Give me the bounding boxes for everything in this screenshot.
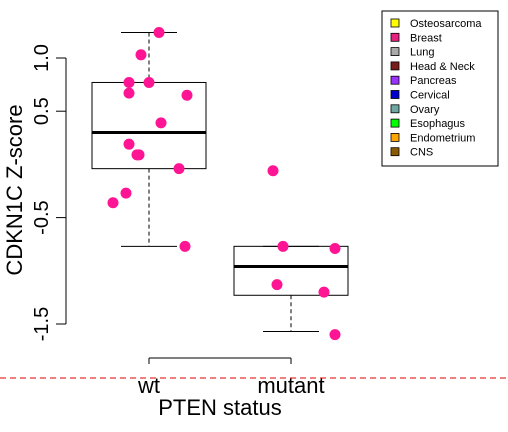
box xyxy=(233,245,349,296)
legend-label: Pancreas xyxy=(410,75,457,87)
y-axis: -1.5 -0.5 0.5 1.0 xyxy=(31,44,67,341)
y-tick-label: 0.5 xyxy=(31,97,53,125)
x-axis-label: PTEN status xyxy=(158,395,281,420)
data-point xyxy=(155,117,167,129)
data-point xyxy=(181,89,193,101)
data-point xyxy=(153,26,165,38)
points xyxy=(107,26,341,341)
data-point xyxy=(123,76,135,88)
legend-label: Head & Neck xyxy=(410,61,475,73)
data-point xyxy=(329,242,341,254)
data-point xyxy=(267,165,279,177)
x-axis: wt mutant xyxy=(137,357,325,398)
x-tick-label: mutant xyxy=(257,373,324,398)
y-tick-label: -0.5 xyxy=(31,200,53,234)
data-point xyxy=(107,197,119,209)
data-point xyxy=(143,76,155,88)
y-axis-label: CDKN1C Z-score xyxy=(2,104,27,275)
data-point xyxy=(318,286,330,298)
legend-label: Lung xyxy=(410,47,434,59)
data-point xyxy=(271,279,283,291)
data-point xyxy=(329,329,341,341)
data-point xyxy=(277,240,289,252)
legend-label: Breast xyxy=(410,32,442,44)
legend-swatch xyxy=(390,147,400,157)
legend-label: CNS xyxy=(410,147,433,159)
legend-swatch xyxy=(390,18,400,28)
legend-label: Esophagus xyxy=(410,118,466,130)
data-point xyxy=(123,138,135,150)
y-tick-label: 1.0 xyxy=(31,44,53,72)
data-point xyxy=(123,87,135,99)
data-point xyxy=(179,240,191,252)
legend-swatch xyxy=(390,32,400,42)
legend-swatch xyxy=(390,132,400,142)
data-point xyxy=(131,149,143,161)
legend-swatch xyxy=(390,104,400,114)
boxes xyxy=(91,31,349,332)
data-point xyxy=(135,49,147,61)
data-point xyxy=(120,187,132,199)
legend-swatch xyxy=(390,75,400,85)
legend-swatch xyxy=(390,90,400,99)
legend-swatch xyxy=(390,61,400,71)
legend-swatch xyxy=(390,47,400,56)
x-tick-label: wt xyxy=(137,373,160,398)
legend: Osteosarcoma Breast Lung Head & Neck Pancrea… xyxy=(381,10,499,167)
legend-label: Osteosarcoma xyxy=(410,18,482,30)
legend-label: Endometrium xyxy=(410,132,475,144)
data-point xyxy=(173,163,185,175)
legend-box xyxy=(381,10,499,167)
legend-label: Ovary xyxy=(410,104,440,116)
y-tick-label: -1.5 xyxy=(31,307,53,341)
legend-swatch xyxy=(390,118,400,128)
legend-label: Cervical xyxy=(410,90,450,102)
